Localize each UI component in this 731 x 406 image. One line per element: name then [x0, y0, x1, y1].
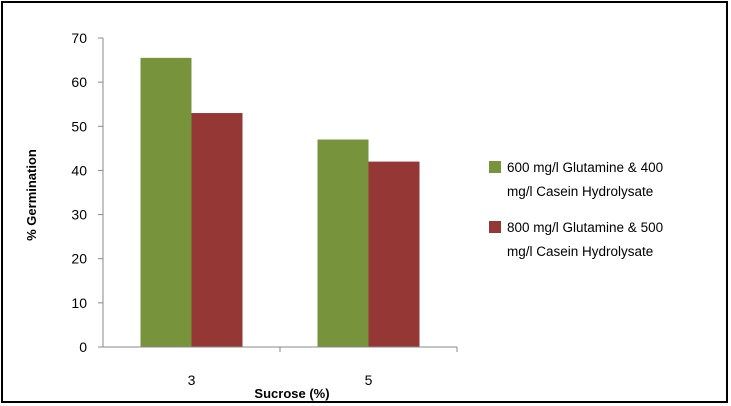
- y-tick-label-50: 50: [71, 118, 87, 134]
- y-tick-label-0: 0: [79, 339, 87, 355]
- legend-label-series-1-line-1: 600 mg/l Glutamine & 400: [507, 160, 663, 175]
- y-tick-label-30: 30: [71, 207, 87, 223]
- x-axis-title: Sucrose (%): [254, 386, 329, 401]
- y-axis-ticks: 0 10 20 30 40 50 60 70: [71, 30, 103, 355]
- legend-swatch-series-2: [489, 221, 501, 233]
- x-tick-label-5: 5: [365, 372, 373, 388]
- legend: 600 mg/l Glutamine & 400 mg/l Casein Hyd…: [489, 160, 663, 259]
- bar-marks: [140, 57, 420, 348]
- bar-series-1-category-5: [317, 139, 369, 347]
- y-tick-label-10: 10: [71, 295, 87, 311]
- y-tick-label-40: 40: [71, 162, 87, 178]
- y-tick-label-70: 70: [71, 30, 87, 46]
- y-tick-label-20: 20: [71, 251, 87, 267]
- legend-swatch-series-1: [489, 161, 501, 173]
- x-tick-label-3: 3: [188, 372, 196, 388]
- y-axis-title: % Germination: [24, 149, 39, 241]
- y-tick-label-60: 60: [71, 74, 87, 90]
- legend-label-series-2-line-1: 800 mg/l Glutamine & 500: [507, 220, 663, 235]
- legend-label-series-1-line-2: mg/l Casein Hydrolysate: [507, 184, 653, 199]
- bar-series-1-category-3: [140, 57, 192, 347]
- bar-series-2-category-3: [191, 113, 243, 348]
- bar-series-2-category-5: [368, 161, 420, 347]
- legend-label-series-2-line-2: mg/l Casein Hydrolysate: [507, 244, 653, 259]
